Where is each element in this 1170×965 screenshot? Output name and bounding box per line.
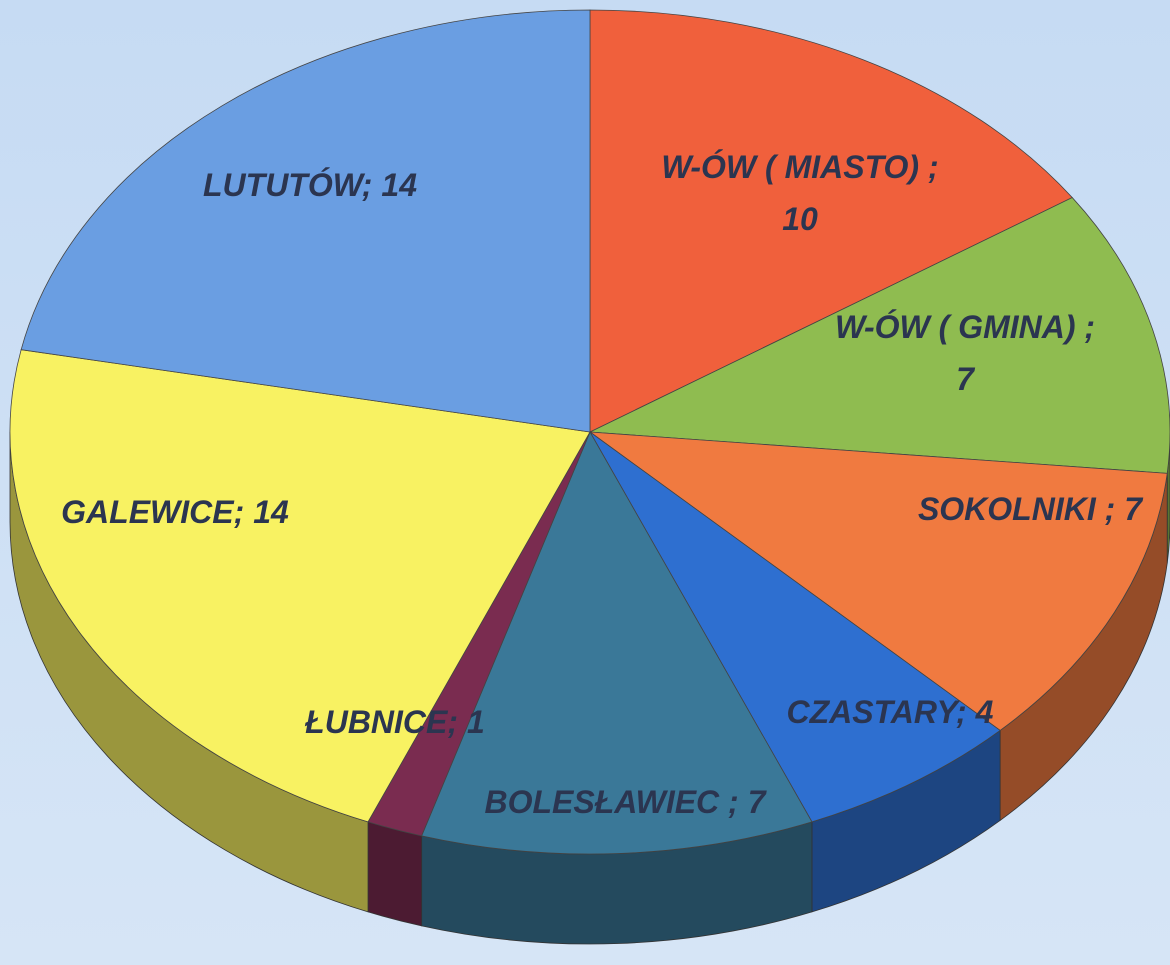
label-category: W-ÓW ( MIASTO) ;	[661, 149, 938, 185]
label-category: BOLESŁAWIEC ;	[484, 784, 738, 820]
label-category: SOKOLNIKI ;	[918, 491, 1115, 527]
slice	[589, 9, 1073, 433]
slice	[9, 349, 591, 823]
data-label: BOLESŁAWIEC ; 7	[484, 784, 767, 820]
label-value: 14	[253, 494, 289, 530]
data-labels: W-ÓW ( MIASTO) ; 10W-ÓW ( GMINA) ; 7SOKOLN…	[61, 149, 1144, 820]
slice	[20, 9, 591, 433]
label-category: GALEWICE;	[61, 494, 244, 530]
slice-side	[367, 821, 423, 927]
label-category: ŁUBNICE;	[304, 704, 458, 740]
label-value: 14	[381, 167, 417, 203]
pie-sides	[9, 431, 1170, 945]
data-label: GALEWICE; 14	[61, 494, 289, 530]
slice	[421, 431, 813, 855]
data-label: W-ÓW ( MIASTO) ; 10	[661, 149, 938, 237]
label-value: 4	[975, 694, 994, 730]
label-value: 7	[748, 784, 768, 820]
label-value: 1	[467, 704, 485, 740]
label-value: 7	[956, 361, 976, 397]
label-value: 7	[1124, 491, 1144, 527]
slice	[588, 431, 1168, 731]
label-value: 10	[782, 201, 818, 237]
label-category: LUTUTÓW;	[203, 167, 372, 203]
slice	[589, 431, 1001, 823]
data-label: W-ÓW ( GMINA) ; 7	[835, 309, 1095, 397]
label-category: W-ÓW ( GMINA) ;	[835, 309, 1095, 345]
data-label: SOKOLNIKI ; 7	[918, 491, 1144, 527]
data-label: LUTUTÓW; 14	[203, 167, 417, 203]
data-label: ŁUBNICE; 1	[304, 704, 485, 740]
pie-tops	[9, 9, 1170, 855]
data-label: CZASTARY; 4	[787, 694, 994, 730]
label-category: CZASTARY;	[787, 694, 967, 730]
